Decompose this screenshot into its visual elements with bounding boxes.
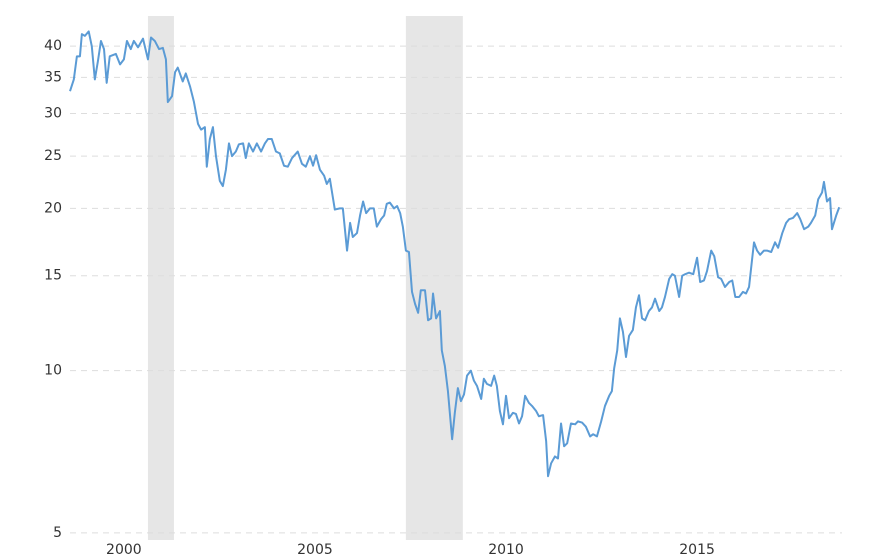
y-tick-label: 15 (44, 268, 62, 284)
y-tick-label: 5 (53, 525, 62, 541)
data-line (69, 30, 841, 478)
y-tick-label: 10 (44, 363, 62, 379)
y-tick-label: 25 (44, 148, 62, 164)
x-tick-label: 2000 (106, 542, 142, 558)
y-tick-label: 30 (44, 105, 62, 121)
y-tick-label: 40 (44, 38, 62, 54)
y-tick-label: 35 (44, 69, 62, 85)
recession-band (147, 16, 174, 540)
x-tick-label: 2010 (488, 542, 524, 558)
y-tick-label: 20 (44, 200, 62, 216)
recession-band (405, 16, 463, 540)
x-tick-label: 2005 (297, 542, 333, 558)
x-tick-label: 2015 (679, 542, 715, 558)
